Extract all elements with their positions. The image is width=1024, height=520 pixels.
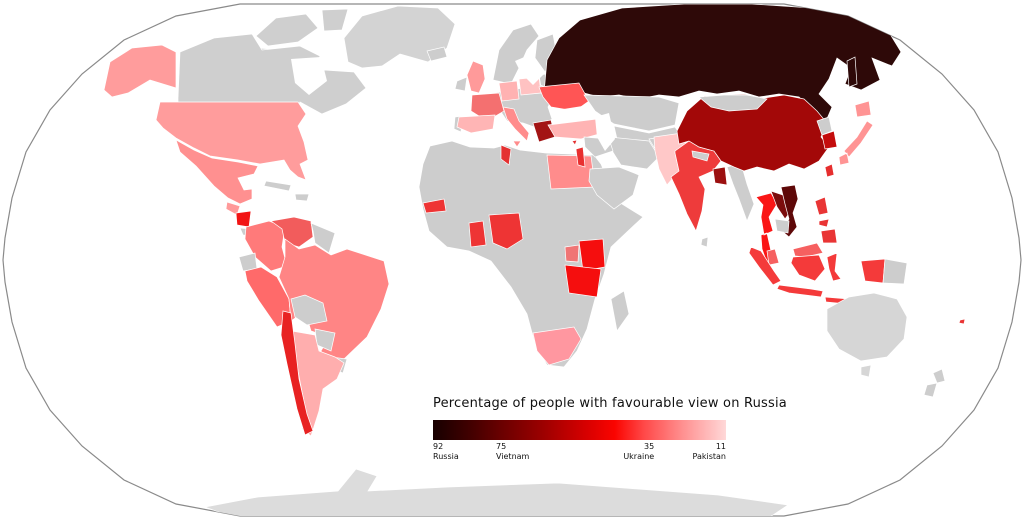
legend: Percentage of people with favourable vie… (433, 396, 787, 464)
country-south-korea (821, 130, 838, 150)
legend-title: Percentage of people with favourable vie… (433, 396, 787, 411)
country-africa-no-data (418, 140, 644, 368)
country-venezuela (270, 216, 314, 248)
country-papua-new-guinea (882, 258, 908, 285)
country-senegal (422, 198, 447, 214)
legend-stop-label: Ukraine (623, 452, 655, 461)
country-guyanas (310, 222, 336, 254)
black-sea (551, 105, 599, 121)
country-scandinavia (492, 23, 540, 85)
country-chile (280, 310, 314, 436)
legend-stop-ukraine: 35 Ukraine (623, 442, 654, 462)
hudson-bay (291, 57, 327, 95)
legend-stop-value: 35 (644, 442, 655, 451)
country-egypt (546, 154, 596, 190)
country-turkey (547, 118, 604, 140)
country-united-kingdom (466, 60, 486, 94)
country-arabian-peninsula (588, 166, 640, 210)
country-usa (155, 101, 309, 181)
country-hispaniola (294, 193, 310, 202)
country-australia (826, 292, 908, 362)
country-tunisia (500, 144, 512, 166)
country-mexico (175, 139, 259, 205)
country-nicaragua (235, 210, 252, 228)
legend-stop-label: Pakistan (692, 452, 727, 461)
legend-stop-value: 75 (495, 442, 507, 451)
legend-stop-vietnam: 75 Vietnam (496, 442, 529, 462)
country-tasmania (860, 364, 872, 378)
country-russia-sakhalin (846, 56, 858, 88)
country-uganda (564, 244, 580, 263)
legend-stop-label: Russia (433, 452, 459, 461)
country-nigeria (488, 212, 524, 250)
country-israel (575, 146, 586, 168)
legend-stop-value: 92 (433, 442, 444, 451)
country-iceland (426, 46, 448, 62)
country-tanzania (564, 264, 602, 298)
country-france (470, 92, 505, 122)
country-madagascar (610, 290, 630, 332)
country-new-zealand (923, 368, 946, 398)
country-bolivia (290, 294, 328, 326)
legend-stop-label: Vietnam (495, 452, 530, 461)
country-kenya (578, 238, 606, 272)
legend-stop-pakistan: 11 Pakistan (693, 442, 727, 462)
country-south-africa (532, 326, 582, 366)
country-fiji (958, 318, 966, 325)
country-mongolia (698, 94, 768, 112)
legend-stop-value: 11 (715, 442, 726, 451)
country-japan (838, 100, 874, 166)
country-malaysia (766, 242, 824, 266)
legend-gradient-bar (433, 420, 726, 440)
country-indonesia (748, 246, 886, 305)
country-china (676, 93, 830, 172)
baltic-sea (515, 55, 543, 85)
country-ireland (454, 76, 468, 92)
country-cambodia (774, 218, 790, 234)
country-antarctica (203, 468, 789, 516)
country-philippines (814, 196, 838, 244)
country-usa-alaska (103, 44, 177, 98)
legend-stop-russia: 92 Russia (433, 442, 459, 462)
country-cyprus (571, 139, 578, 146)
country-germany (498, 80, 520, 102)
country-bangladesh (712, 166, 728, 186)
country-north-korea (816, 116, 833, 136)
country-sri-lanka (700, 236, 709, 248)
country-spain (456, 114, 496, 134)
country-vietnam (780, 184, 799, 238)
caspian-sea (595, 113, 615, 151)
country-cuba (263, 180, 292, 192)
country-italy (502, 106, 530, 148)
country-nepal (691, 150, 710, 162)
country-ghana (468, 220, 487, 248)
legend-stops: 92 Russia 75 Vietnam 35 Ukraine 11 Pakis… (433, 442, 726, 464)
country-kazakhstan (583, 94, 680, 132)
country-taiwan (824, 163, 835, 178)
